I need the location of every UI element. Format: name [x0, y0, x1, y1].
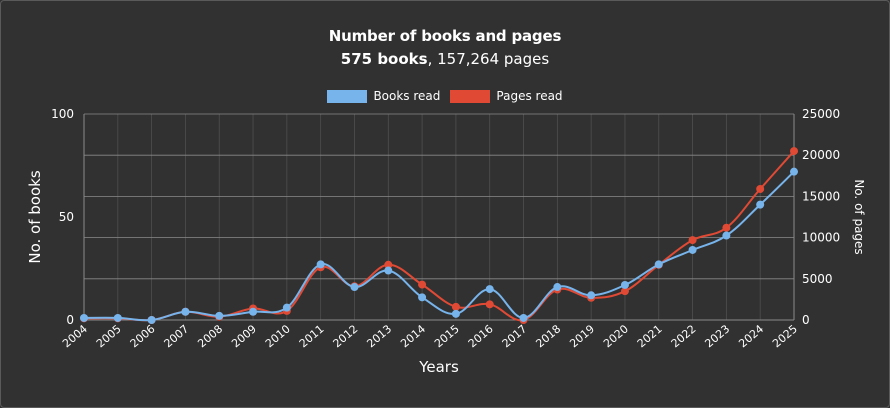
series-point-pages: [620, 287, 629, 296]
series-point-books: [350, 283, 359, 292]
y-tick-label-left: 100: [51, 107, 74, 121]
pages-total: , 157,264 pages: [427, 50, 550, 68]
series-point-books: [181, 307, 190, 316]
chart-title: Number of books and pages: [328, 27, 562, 45]
series-point-pages: [790, 147, 798, 156]
x-tick-label: 2018: [533, 322, 563, 350]
x-tick-label: 2005: [94, 322, 124, 350]
series-point-books: [147, 316, 156, 324]
series-point-books: [519, 313, 528, 322]
series-point-books: [485, 285, 494, 294]
series-point-pages: [384, 260, 393, 269]
series-point-books: [282, 303, 291, 312]
x-tick-label: 2023: [703, 322, 733, 350]
y-tick-label-right: 5000: [802, 272, 833, 286]
series-point-pages: [418, 280, 427, 289]
y-tick-label-right: 25000: [802, 107, 840, 121]
x-tick-label: 2025: [770, 322, 800, 350]
y-axis-title-left: No. of books: [26, 170, 44, 263]
x-tick-label: 2014: [398, 322, 428, 350]
series-point-books: [654, 260, 663, 269]
x-tick-label: 2019: [567, 322, 597, 350]
series-point-pages: [451, 302, 460, 311]
legend-item-books[interactable]: Books read: [327, 89, 440, 103]
series-point-pages: [722, 223, 731, 232]
series-point-pages: [688, 236, 697, 245]
series-point-books: [451, 309, 460, 318]
x-tick-label: 2013: [364, 322, 394, 350]
series-point-books: [384, 266, 393, 275]
x-tick-label: 2022: [669, 322, 699, 350]
series-point-books: [418, 293, 427, 302]
x-tick-label: 2024: [736, 322, 766, 350]
series-line-books: [83, 170, 795, 322]
series-point-books: [722, 231, 731, 240]
series-point-books: [80, 313, 88, 322]
legend: Books read Pages read: [0, 89, 890, 103]
y-tick-label-right: 20000: [802, 148, 840, 162]
y-tick-label-left: 50: [59, 210, 74, 224]
series-point-books: [215, 311, 224, 320]
x-tick-label: 2021: [635, 322, 665, 350]
legend-swatch-books: [327, 89, 368, 103]
x-tick-label: 2020: [601, 322, 631, 350]
series-point-books: [249, 307, 258, 316]
chart-subtitle: 575 books, 157,264 pages: [0, 50, 890, 68]
y-tick-label-right: 15000: [802, 189, 840, 203]
series-point-books: [113, 313, 122, 322]
legend-label-pages: Pages read: [496, 89, 563, 103]
x-tick-label: 2010: [263, 322, 293, 350]
legend-label-books: Books read: [373, 89, 441, 103]
y-tick-label-left: 0: [66, 313, 74, 327]
series-point-books: [553, 283, 562, 292]
series-point-books: [790, 167, 798, 176]
series-point-books: [587, 291, 596, 300]
series-point-pages: [485, 300, 494, 309]
series-point-books: [620, 280, 629, 289]
series-point-books: [688, 245, 697, 254]
x-tick-label: 2012: [331, 322, 361, 350]
x-tick-label: 2007: [162, 322, 192, 350]
x-tick-label: 2011: [297, 322, 327, 350]
x-tick-label: 2009: [229, 322, 259, 350]
x-tick-label: 2015: [432, 322, 462, 350]
x-tick-label: 2016: [466, 322, 496, 350]
x-axis-title: Years: [418, 358, 459, 376]
legend-item-pages[interactable]: Pages read: [450, 89, 563, 103]
x-tick-label: 2006: [128, 322, 158, 350]
series-line-pages: [83, 150, 795, 322]
legend-swatch-pages: [450, 89, 491, 103]
x-tick-label: 2004: [60, 322, 90, 350]
y-tick-label-right: 0: [802, 313, 810, 327]
series-point-pages: [756, 184, 765, 193]
series-point-books: [316, 260, 325, 269]
series-point-books: [756, 200, 765, 209]
x-tick-label: 2008: [195, 322, 225, 350]
y-tick-label-right: 10000: [802, 231, 840, 245]
x-tick-label: 2017: [500, 322, 530, 350]
books-total: 575 books: [340, 50, 428, 68]
y-axis-title-right: No. of pages: [852, 179, 866, 254]
